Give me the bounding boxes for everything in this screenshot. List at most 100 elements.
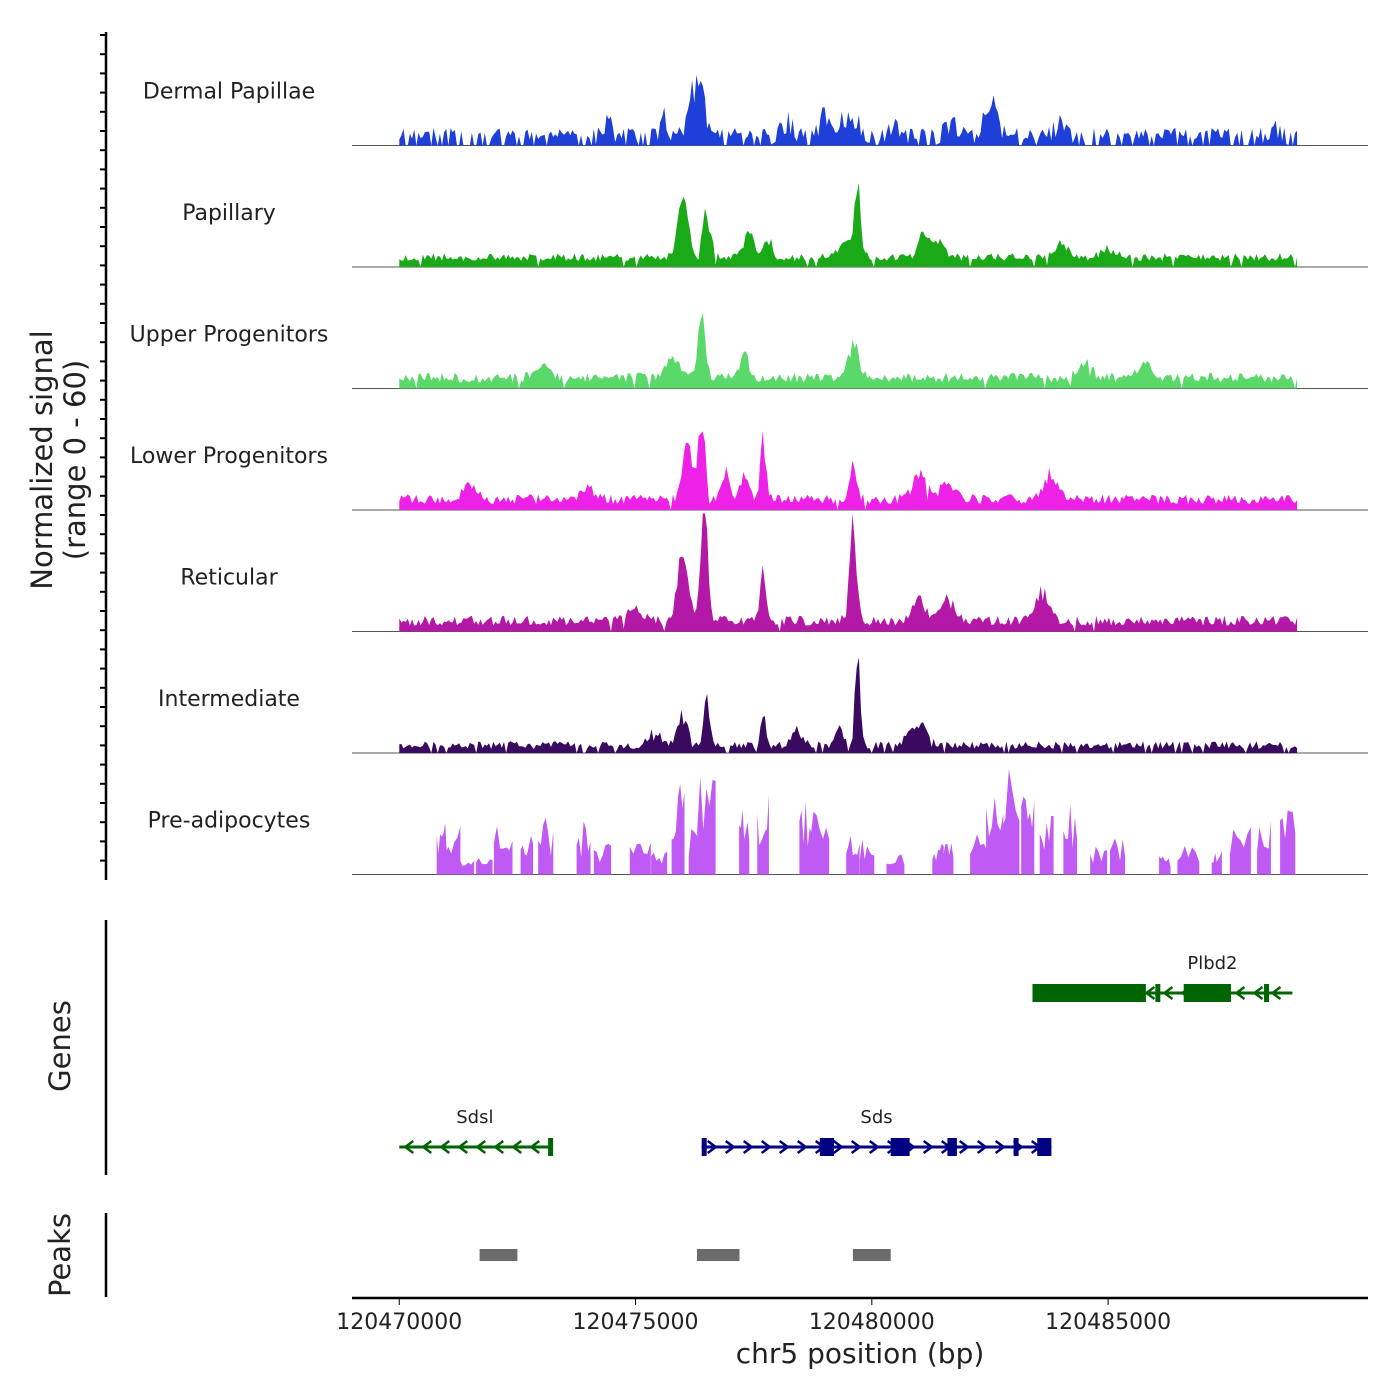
track-reticular: Reticular — [180, 513, 1368, 632]
signal-spike — [970, 834, 991, 875]
signal-spike — [1177, 845, 1200, 875]
strand-arrow — [850, 1140, 862, 1154]
gene-exon — [819, 1138, 835, 1156]
signal-spike — [671, 783, 685, 875]
gene-sdsl: Sdsl — [399, 1107, 554, 1156]
track-label: Upper Progenitors — [130, 323, 329, 348]
signal-area — [399, 74, 1298, 146]
track-dermal-papillae: Dermal Papillae — [143, 74, 1368, 146]
signal-spike — [442, 826, 461, 875]
track-label: Dermal Papillae — [143, 80, 315, 105]
strand-arrow — [1144, 986, 1156, 1000]
coverage-tracks: Dermal Papillae Papillary Upper Progenitor… — [130, 74, 1368, 875]
signal-spike — [1090, 846, 1108, 875]
peak-region — [696, 1249, 740, 1261]
gene-exon — [1037, 1138, 1052, 1156]
gene-plbd2: Plbd2 — [1032, 953, 1293, 1002]
x-axis-label: chr5 position (bp) — [736, 1337, 985, 1370]
strand-arrow — [1234, 986, 1246, 1000]
strand-arrow — [403, 1140, 415, 1154]
signal-spike — [1021, 796, 1035, 875]
strand-arrow — [706, 1140, 718, 1154]
signal-spike — [520, 835, 534, 875]
signal-spike — [739, 809, 750, 875]
gene-label: Plbd2 — [1187, 953, 1237, 974]
strand-arrow — [421, 1140, 433, 1154]
gene-exon — [1183, 984, 1231, 1002]
gene-exon — [548, 1138, 554, 1156]
signal-spike — [1110, 838, 1126, 875]
signal-spike — [576, 821, 591, 875]
signal-y-axis-label: Normalized signal — [25, 330, 59, 589]
signal-spike — [476, 858, 493, 875]
signal-spike — [810, 811, 830, 875]
signal-area — [399, 430, 1298, 510]
track-label: Intermediate — [158, 687, 300, 712]
signal-area — [399, 657, 1298, 753]
gene-label: Sds — [860, 1107, 892, 1128]
strand-arrow — [994, 1140, 1006, 1154]
strand-arrow — [742, 1140, 754, 1154]
signal-spike — [757, 794, 769, 875]
strand-arrow — [832, 1140, 844, 1154]
signal-spike — [1063, 804, 1078, 875]
track-lower-progenitors: Lower Progenitors — [130, 430, 1368, 511]
x-tick-label: 120475000 — [573, 1310, 699, 1335]
strand-arrow — [1252, 986, 1264, 1000]
gene-exon — [890, 1138, 910, 1156]
signal-spike — [1159, 856, 1171, 875]
signal-y-axis-range-label: (range 0 - 60) — [58, 360, 92, 560]
gene-annotation-track: Plbd2 Sdsl Sds — [399, 953, 1293, 1156]
strand-arrow — [493, 1140, 505, 1154]
signal-spike — [799, 801, 812, 875]
strand-arrow — [958, 1140, 970, 1154]
signal-spike — [1211, 850, 1222, 875]
signal-spike — [859, 839, 875, 875]
gene-label: Sdsl — [456, 1107, 493, 1128]
strand-arrow — [868, 1140, 880, 1154]
strand-arrow — [511, 1140, 523, 1154]
signal-spike — [629, 842, 651, 875]
strand-arrow — [457, 1140, 469, 1154]
signal-spike — [941, 843, 954, 875]
strand-arrow — [724, 1140, 736, 1154]
strand-arrow — [529, 1140, 541, 1154]
x-tick-label: 120470000 — [336, 1310, 462, 1335]
signal-spike — [456, 859, 475, 875]
gene-exon — [1013, 1138, 1019, 1156]
strand-arrow — [1162, 986, 1174, 1000]
strand-arrow — [760, 1140, 772, 1154]
signal-y-axis-ticks — [100, 34, 106, 862]
peak-region — [479, 1249, 518, 1261]
track-label: Papillary — [182, 201, 276, 226]
signal-spike — [1280, 810, 1296, 875]
strand-arrow — [796, 1140, 808, 1154]
strand-arrow — [475, 1140, 487, 1154]
gene-exon — [1032, 984, 1146, 1002]
signal-area — [399, 312, 1298, 389]
track-upper-progenitors: Upper Progenitors — [130, 312, 1368, 389]
signal-spike — [932, 843, 944, 875]
signal-area — [399, 182, 1298, 267]
track-label: Lower Progenitors — [130, 444, 328, 469]
signal-spike — [886, 854, 905, 875]
signal-spike — [1257, 820, 1271, 875]
signal-spike — [846, 835, 860, 875]
gene-exon — [1155, 984, 1161, 1002]
track-pre-adipocytes: Pre-adipocytes — [148, 769, 1368, 875]
track-intermediate: Intermediate — [158, 657, 1368, 754]
signal-spike — [1229, 827, 1251, 875]
peak-region — [852, 1249, 891, 1261]
x-tick-label: 120480000 — [809, 1310, 935, 1335]
x-axis-ticks: 120470000 120475000 120480000 120485000 — [336, 1298, 1171, 1335]
gene-sds: Sds — [701, 1107, 1052, 1156]
strand-arrow — [1270, 986, 1282, 1000]
gene-exon — [947, 1138, 957, 1156]
peaks-axis-label: Peaks — [43, 1213, 77, 1297]
genes-axis-label: Genes — [43, 1000, 77, 1092]
strand-arrow — [922, 1140, 934, 1154]
strand-arrow — [778, 1140, 790, 1154]
signal-area — [399, 513, 1298, 632]
track-label: Pre-adipocytes — [148, 809, 311, 834]
